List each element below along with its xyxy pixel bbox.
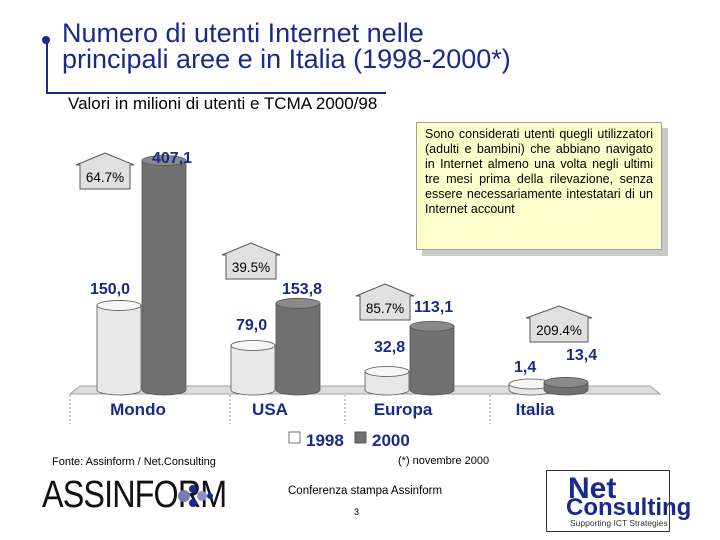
netconsulting-logo-net: Net <box>568 472 617 505</box>
value-label-1998-mondo: 150,0 <box>90 281 130 298</box>
source-text: Fonte: Assinform / Net.Consulting <box>52 456 216 468</box>
assinform-logo-mark <box>178 485 213 507</box>
legend-swatch-1998 <box>288 431 301 444</box>
bar-1998-usa-top <box>230 340 276 351</box>
bar-1998-mondo-top <box>96 300 142 311</box>
bar-1998-europa-body <box>364 371 410 396</box>
growth-label-europa: 85.7% <box>366 301 404 316</box>
legend-label-1998: 1998 <box>306 431 344 450</box>
category-label-europa: Europa <box>374 400 433 419</box>
value-label-1998-europa: 32,8 <box>374 339 405 356</box>
slide-title: Numero di utenti Internet nelle principa… <box>62 18 662 74</box>
bar-2000-usa-body <box>275 302 321 396</box>
bar-1998-mondo <box>96 300 142 396</box>
bar-1998-usa <box>230 340 276 396</box>
value-label-2000-italia: 13,4 <box>566 347 597 364</box>
bar-1998-europa <box>364 366 410 396</box>
netconsulting-logo-consulting: Consulting <box>566 494 692 521</box>
growth-callout-usa <box>221 242 281 280</box>
category-label-mondo: Mondo <box>110 400 166 419</box>
bar-2000-mondo-body <box>141 160 187 396</box>
slide-subtitle: Valori in milioni di utenti e TCMA 2000/… <box>68 94 378 113</box>
slide-title-line1: Numero di utenti Internet nelle <box>62 18 424 48</box>
definition-note: Sono considerati utenti quegli utilizzat… <box>416 122 662 250</box>
growth-label-usa: 39.5% <box>232 260 270 275</box>
bar-2000-europa-top <box>409 320 455 332</box>
category-label-italia: Italia <box>516 400 555 419</box>
category-label-usa: USA <box>252 400 288 419</box>
bar-1998-usa-body <box>230 345 276 396</box>
netconsulting-logo-box <box>546 470 670 532</box>
bar-1998-mondo-body <box>96 305 142 396</box>
title-rule-vertical <box>46 40 48 94</box>
growth-label-italia: 209.4% <box>536 323 582 338</box>
value-label-2000-usa: 153,8 <box>282 281 322 298</box>
growth-callout-europa <box>355 283 415 321</box>
bar-2000-mondo <box>141 155 187 396</box>
bar-2000-mondo-top <box>141 155 187 166</box>
slide-title-line2: principali aree e in Italia (1998-2000*) <box>62 44 511 74</box>
bar-2000-usa <box>275 297 321 396</box>
page-number: 3 <box>354 507 360 517</box>
bar-2000-europa <box>409 320 455 396</box>
title-rule-horizontal <box>46 92 386 94</box>
value-label-1998-usa: 79,0 <box>236 317 267 334</box>
legend-swatch-2000 <box>354 431 367 444</box>
growth-label-mondo: 64.7% <box>86 170 124 185</box>
growth-callout-mondo <box>75 152 135 190</box>
bar-2000-italia-top <box>543 377 589 388</box>
bar-2000-italia <box>543 377 589 396</box>
assinform-logo: ASSINFORM <box>42 474 227 516</box>
bar-1998-italia <box>508 378 554 396</box>
value-label-2000-europa: 113,1 <box>414 299 453 316</box>
conference-label: Conferenza stampa Assinform <box>288 485 443 497</box>
bar-2000-europa-body <box>409 325 455 396</box>
bar-1998-europa-top <box>364 366 410 377</box>
netconsulting-logo-tagline: Supporting ICT Strategies <box>570 518 668 528</box>
footnote-text: (*) novembre 2000 <box>398 455 490 467</box>
legend-label-2000: 2000 <box>372 431 410 450</box>
bar-2000-usa-top <box>275 297 321 309</box>
value-label-1998-italia: 1,4 <box>514 359 536 376</box>
value-label-2000-mondo: 407,1 <box>152 150 192 167</box>
growth-callout-italia <box>525 305 593 343</box>
